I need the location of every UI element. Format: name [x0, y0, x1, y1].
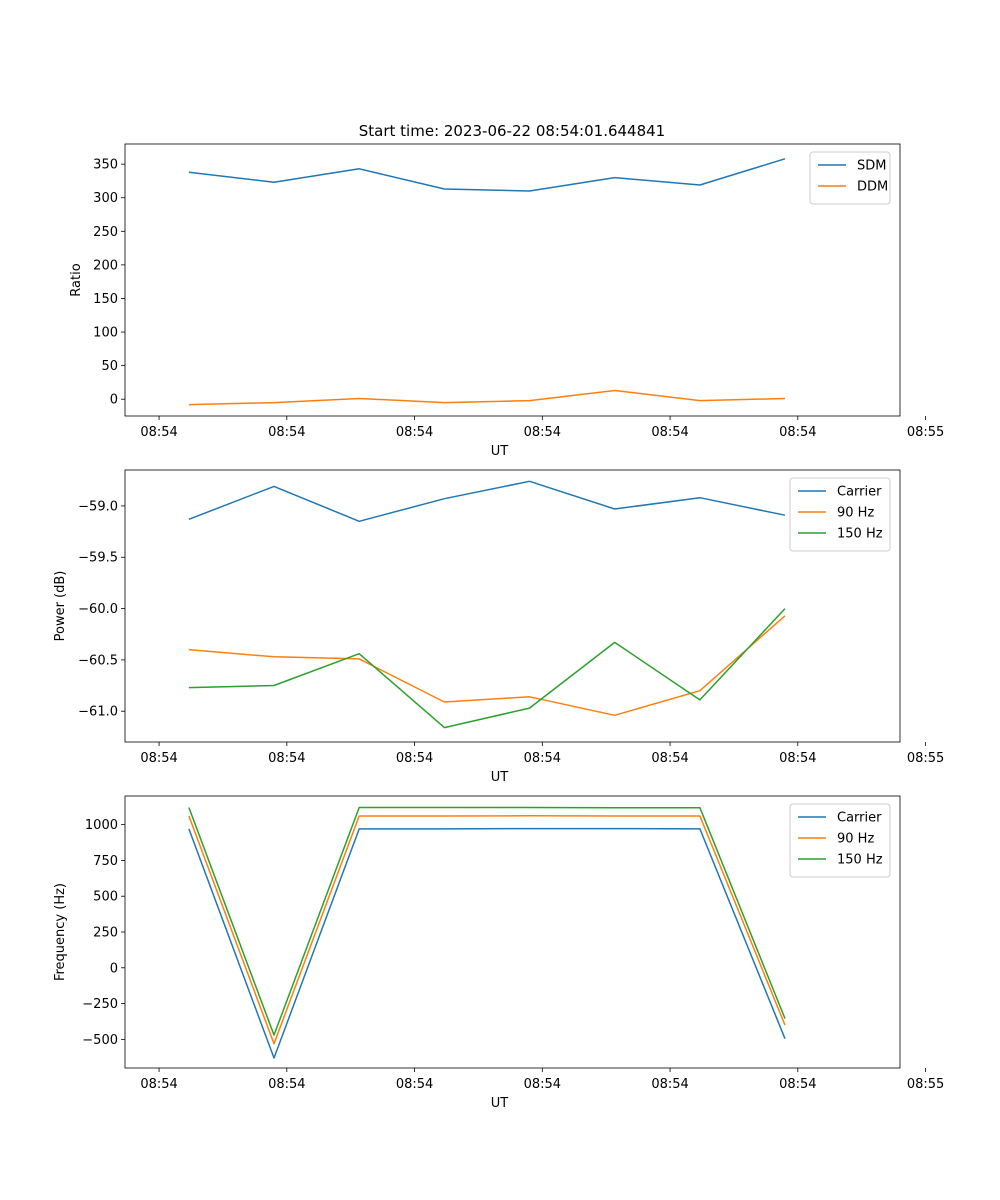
- x-axis-label: UT: [491, 1096, 509, 1111]
- axes-frame: [124, 469, 901, 743]
- y-tick-label: −60.5: [78, 653, 118, 668]
- y-tick-label: 250: [93, 225, 118, 240]
- y-tick-label: −59.0: [78, 499, 118, 514]
- y-tick-label: 250: [93, 926, 118, 941]
- x-tick-label: 08:54: [268, 1077, 305, 1092]
- y-tick-label: 750: [93, 854, 118, 869]
- y-tick-label: 0: [110, 961, 118, 976]
- legend-label-ddm: DDM: [857, 180, 888, 195]
- y-tick-label: 500: [93, 890, 118, 905]
- x-tick-label: 08:54: [524, 1077, 561, 1092]
- y-tick-label: −59.5: [78, 551, 118, 566]
- series-line-carrier: [188, 480, 786, 523]
- series-line-sdm: [188, 158, 786, 192]
- chart-panels: 08:54 08:54 08:54 08:54 08:54 08:54 08:55 0 50 10…: [53, 143, 944, 1111]
- legend-label-150-hz: 150 Hz: [837, 853, 883, 868]
- panel-3: 08:54 08:54 08:54 08:54 08:54 08:54 08:55 −500 −…: [53, 795, 944, 1111]
- legend: SDM DDM: [809, 151, 891, 205]
- y-tick-label: 0: [110, 393, 118, 408]
- panel-1: 08:54 08:54 08:54 08:54 08:54 08:54 08:55 0 50 10…: [69, 143, 944, 459]
- y-axis-label: Frequency (Hz): [53, 883, 68, 981]
- x-tick-label: 08:55: [907, 1077, 944, 1092]
- x-tick-label: 08:54: [779, 425, 816, 440]
- y-tick-label: 1000: [85, 818, 118, 833]
- series-line-150-hz: [188, 608, 786, 729]
- legend-label-90-hz: 90 Hz: [837, 506, 874, 521]
- y-tick-label: 150: [93, 292, 118, 307]
- x-tick-label: 08:54: [140, 751, 177, 766]
- x-tick-label: 08:54: [651, 1077, 688, 1092]
- series-line-90-hz: [188, 815, 786, 1045]
- x-tick-label: 08:55: [907, 425, 944, 440]
- x-tick-label: 08:54: [524, 425, 561, 440]
- y-tick-label: 100: [93, 326, 118, 341]
- x-tick-label: 08:54: [140, 1077, 177, 1092]
- x-tick-label: 08:54: [779, 1077, 816, 1092]
- x-tick-label: 08:54: [524, 751, 561, 766]
- x-tick-label: 08:54: [268, 425, 305, 440]
- y-axis-label: Ratio: [69, 263, 84, 296]
- y-axis-label: Power (dB): [53, 571, 68, 642]
- legend-label-sdm: SDM: [857, 159, 886, 174]
- figure-title: Start time: 2023-06-22 08:54:01.644841: [359, 122, 665, 140]
- y-tick-label: −60.0: [78, 602, 118, 617]
- series-line-ddm: [188, 389, 786, 406]
- x-tick-label: 08:54: [651, 751, 688, 766]
- series-line-150-hz: [188, 806, 786, 1036]
- legend-label-150-hz: 150 Hz: [837, 527, 883, 542]
- axes-frame: [124, 143, 901, 417]
- x-tick-label: 08:54: [396, 425, 433, 440]
- x-tick-label: 08:54: [140, 425, 177, 440]
- x-tick-label: 08:54: [268, 751, 305, 766]
- x-tick-label: 08:54: [651, 425, 688, 440]
- legend: Carrier 90 Hz 150 Hz: [789, 477, 891, 552]
- y-tick-label: −250: [82, 997, 118, 1012]
- legend-label-carrier: Carrier: [837, 811, 882, 826]
- series-line-90-hz: [188, 615, 786, 717]
- x-tick-label: 08:54: [779, 751, 816, 766]
- y-tick-label: 50: [101, 359, 118, 374]
- x-tick-label: 08:54: [396, 751, 433, 766]
- x-tick-label: 08:54: [396, 1077, 433, 1092]
- y-tick-label: −61.0: [78, 705, 118, 720]
- y-tick-label: 200: [93, 258, 118, 273]
- y-tick-label: 300: [93, 191, 118, 206]
- series-line-carrier: [188, 827, 786, 1059]
- legend-label-90-hz: 90 Hz: [837, 832, 874, 847]
- x-tick-label: 08:55: [907, 751, 944, 766]
- legend-label-carrier: Carrier: [837, 485, 882, 500]
- panel-2: 08:54 08:54 08:54 08:54 08:54 08:54 08:55 −61.0…: [53, 469, 944, 785]
- y-tick-label: −500: [82, 1033, 118, 1048]
- x-axis-label: UT: [491, 770, 509, 785]
- legend: Carrier 90 Hz 150 Hz: [789, 803, 891, 878]
- x-axis-label: UT: [491, 444, 509, 459]
- y-tick-label: 350: [93, 158, 118, 173]
